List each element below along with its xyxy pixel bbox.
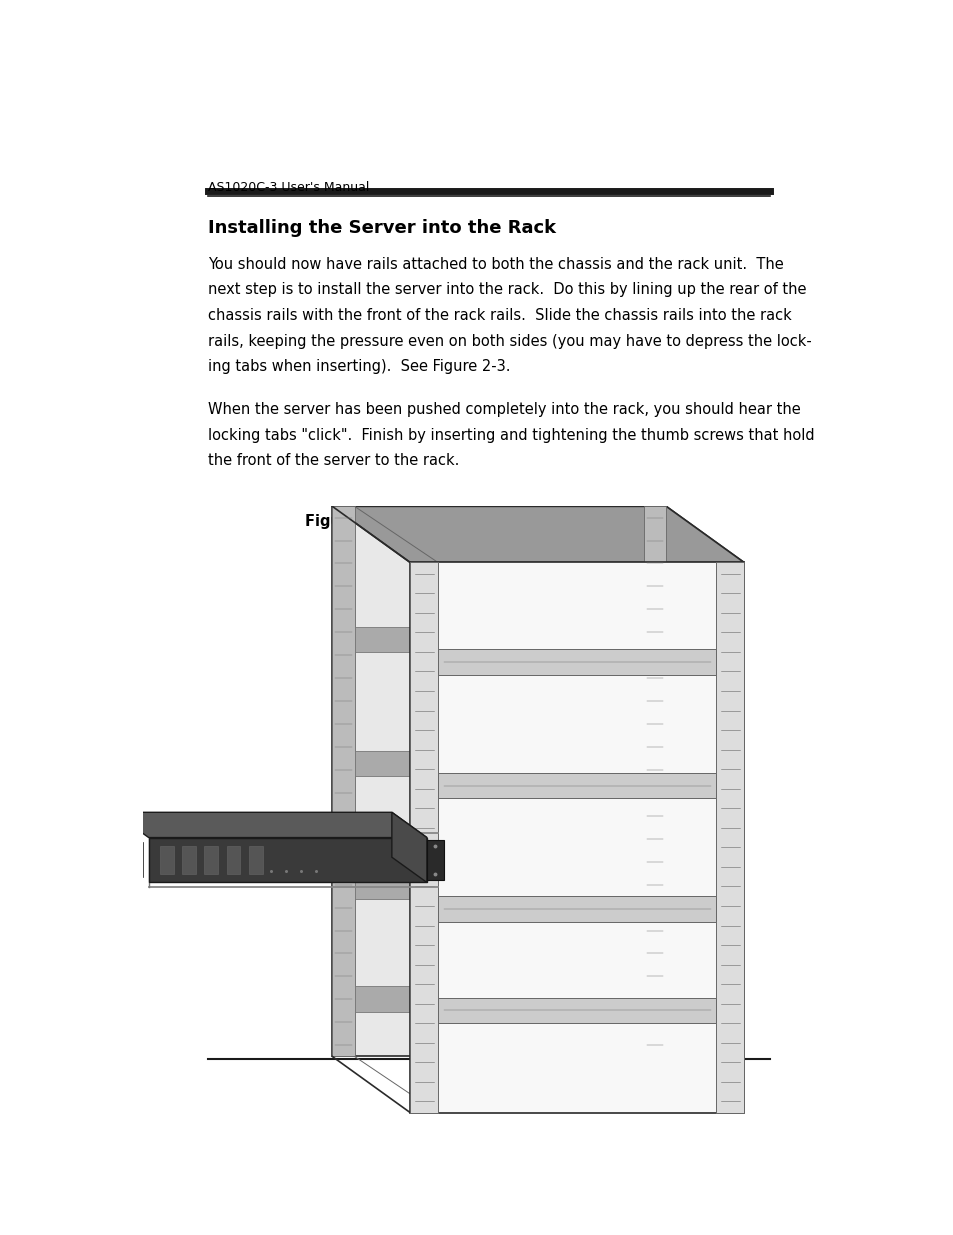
Polygon shape xyxy=(159,846,173,874)
Text: next step is to install the server into the rack.  Do this by lining up the rear: next step is to install the server into … xyxy=(208,283,805,298)
Polygon shape xyxy=(355,751,643,776)
Text: locking tabs "click".  Finish by inserting and tightening the thumb screws that : locking tabs "click". Finish by insertin… xyxy=(208,427,814,443)
Polygon shape xyxy=(392,813,427,883)
Polygon shape xyxy=(437,650,716,674)
Polygon shape xyxy=(355,874,643,899)
Text: When the server has been pushed completely into the rack, you should hear the: When the server has been pushed complete… xyxy=(208,403,800,417)
Polygon shape xyxy=(643,506,665,1056)
Text: ing tabs when inserting).  See Figure 2-3.: ing tabs when inserting). See Figure 2-3… xyxy=(208,359,510,374)
Polygon shape xyxy=(204,846,218,874)
Text: chassis rails with the front of the rack rails.  Slide the chassis rails into th: chassis rails with the front of the rack… xyxy=(208,308,791,324)
Polygon shape xyxy=(332,506,665,1056)
Polygon shape xyxy=(437,773,716,798)
Text: AS1020C-3 User's Manual: AS1020C-3 User's Manual xyxy=(208,182,369,194)
Polygon shape xyxy=(182,846,195,874)
Polygon shape xyxy=(427,840,443,879)
Polygon shape xyxy=(437,897,716,921)
Polygon shape xyxy=(249,846,262,874)
Text: You should now have rails attached to both the chassis and the rack unit.  The: You should now have rails attached to bo… xyxy=(208,257,783,272)
Polygon shape xyxy=(149,837,427,883)
Text: the front of the server to the rack.: the front of the server to the rack. xyxy=(208,453,458,468)
Text: 2-6: 2-6 xyxy=(476,1078,500,1093)
Polygon shape xyxy=(410,562,743,1113)
Polygon shape xyxy=(332,506,743,562)
Text: rails, keeping the pressure even on both sides (you may have to depress the lock: rails, keeping the pressure even on both… xyxy=(208,333,811,348)
Polygon shape xyxy=(332,506,355,1056)
Polygon shape xyxy=(410,562,437,1113)
Polygon shape xyxy=(355,835,437,866)
Polygon shape xyxy=(226,846,240,874)
Polygon shape xyxy=(355,627,643,652)
Polygon shape xyxy=(716,562,743,1113)
Polygon shape xyxy=(665,506,743,1113)
Polygon shape xyxy=(113,813,427,837)
Text: Figure 2-3.  Installing the Server into a Rack: Figure 2-3. Installing the Server into a… xyxy=(305,514,672,530)
Text: Installing the Server into the Rack: Installing the Server into the Rack xyxy=(208,219,556,237)
Polygon shape xyxy=(437,998,716,1023)
Polygon shape xyxy=(355,987,643,1011)
